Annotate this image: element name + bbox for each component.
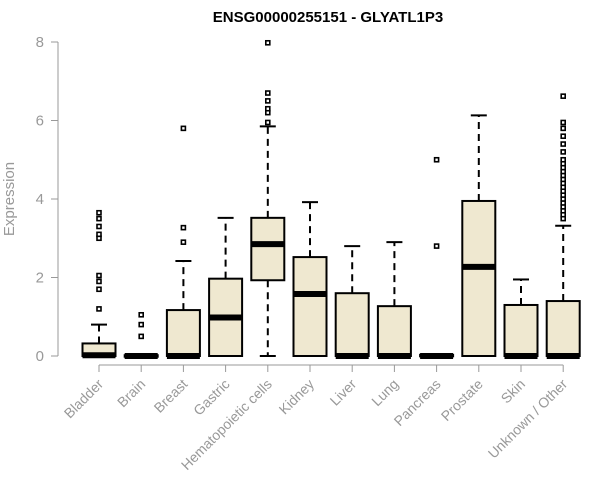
x-tick-label: Brain: [114, 376, 148, 410]
y-tick-label: 6: [36, 113, 44, 130]
outlier-point: [96, 223, 102, 230]
box-iqr: [545, 300, 581, 357]
x-tick-label: Liver: [327, 376, 360, 409]
outlier-point: [138, 321, 144, 328]
box-group: [250, 39, 286, 357]
y-tick-label: 0: [36, 348, 44, 365]
outlier-point: [138, 311, 144, 318]
x-tick-label: Breast: [151, 376, 191, 416]
box-group: [292, 201, 328, 357]
outlier-point: [96, 286, 102, 293]
x-tick-label: Bladder: [61, 376, 107, 422]
outlier-point: [264, 105, 271, 112]
outlier-point: [138, 333, 144, 340]
x-tick-label: Prostate: [438, 376, 486, 424]
box-iqr: [503, 303, 539, 358]
outlier-point: [560, 93, 567, 99]
outlier-point: [264, 39, 271, 46]
chart-title: ENSG00000255151 - GLYATL1P3: [213, 9, 443, 26]
outlier-point: [96, 209, 102, 216]
outlier-point: [96, 278, 102, 285]
outlier-point: [560, 156, 567, 163]
outlier-point: [433, 243, 440, 249]
x-tick-label: Pancreas: [391, 376, 444, 429]
box-group: [123, 311, 159, 359]
y-tick-label: 4: [36, 191, 44, 208]
box-group: [419, 156, 455, 359]
x-tick-label: Skin: [498, 376, 529, 407]
x-tick-label: Unknown / Other: [485, 376, 571, 462]
box-group: [165, 125, 201, 359]
outlier-point: [96, 231, 102, 238]
outlier-point: [264, 98, 271, 104]
box-group: [461, 114, 497, 357]
y-tick-label: 8: [36, 34, 44, 51]
box-group: [376, 241, 412, 359]
box-group: [545, 93, 581, 359]
outlier-point: [180, 239, 187, 245]
y-axis: 0 2 4 6 8: [36, 34, 59, 365]
box-iqr: [376, 305, 412, 357]
y-tick-label: 2: [36, 270, 44, 287]
box-iqr: [250, 216, 286, 282]
outlier-point: [264, 119, 271, 126]
outlier-point: [264, 90, 271, 96]
box-group: [81, 209, 117, 359]
plot-area: [81, 39, 581, 359]
box-iqr: [334, 292, 370, 358]
outlier-point: [560, 125, 567, 132]
outlier-point: [96, 306, 102, 312]
outlier-point: [96, 215, 102, 222]
outlier-point: [180, 224, 187, 231]
x-tick-label: Lung: [368, 376, 401, 409]
box-iqr: [292, 256, 328, 357]
box-group: [208, 216, 244, 357]
box-group: [503, 278, 539, 359]
y-axis-label: Expression: [1, 162, 18, 236]
outlier-point: [560, 119, 567, 126]
outlier-point: [433, 156, 440, 163]
box-iqr: [165, 309, 201, 358]
outlier-point: [180, 125, 187, 132]
outlier-point: [560, 149, 567, 155]
outlier-point: [560, 133, 567, 139]
box-group: [334, 245, 370, 359]
box-iqr: [461, 199, 497, 357]
outlier-point: [560, 141, 567, 147]
x-tick-label: Kidney: [276, 376, 318, 418]
outlier-point: [96, 272, 102, 279]
